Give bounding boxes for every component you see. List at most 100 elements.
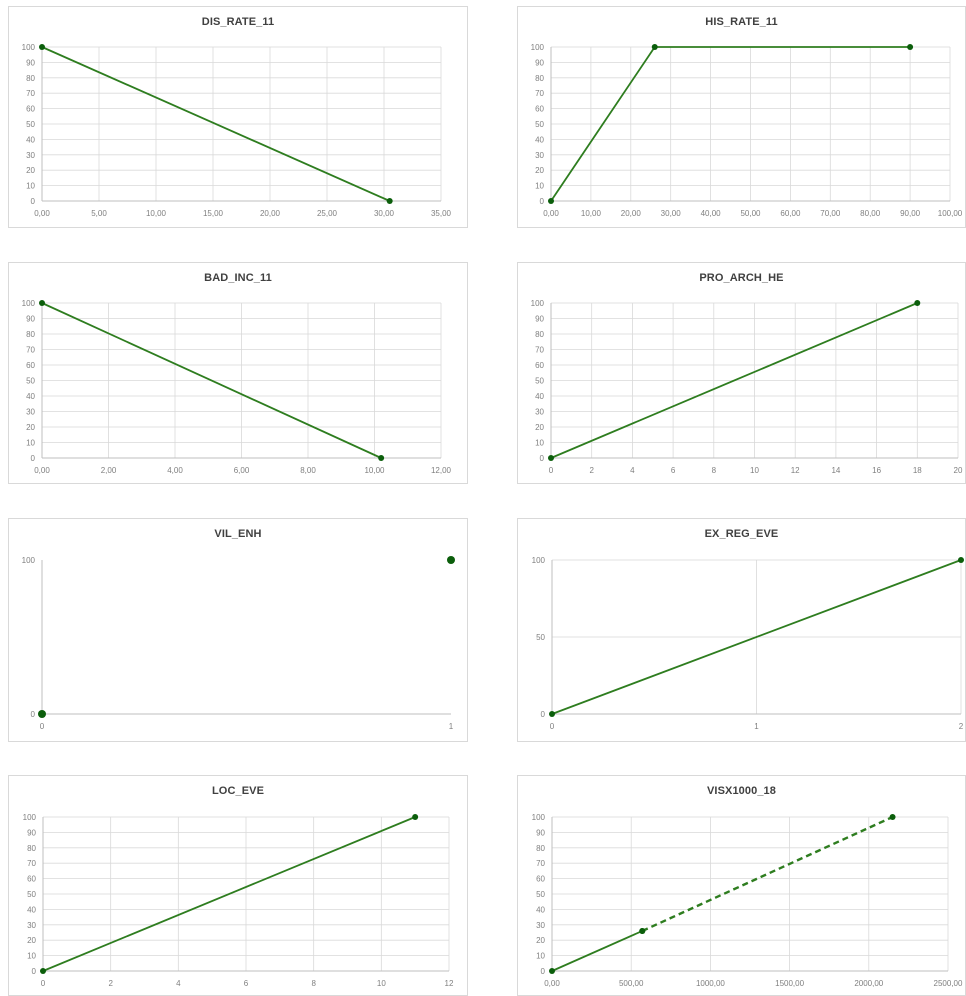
y-tick-label: 90 <box>26 315 35 324</box>
data-point <box>40 968 46 974</box>
y-tick-label: 30 <box>536 921 545 930</box>
x-tick-label: 25,00 <box>317 209 338 218</box>
y-tick-label: 10 <box>26 182 35 191</box>
chart-plot: 0,00 2,00 4,00 6,00 8,00 10,00 12,00 0 10 20 30 40 5… <box>22 299 452 475</box>
x-tick-label: 20 <box>954 466 963 475</box>
y-tick-label: 50 <box>535 120 544 129</box>
chart-title: DIS_RATE_11 <box>201 16 275 28</box>
chart-title: PRO_ARCH_HE <box>699 272 784 284</box>
x-tick-label: 30,00 <box>374 209 395 218</box>
y-tick-label: 50 <box>536 890 545 899</box>
y-tick-label: 60 <box>535 361 544 370</box>
x-tick-label: 10 <box>377 979 386 988</box>
x-tick-label: 30,00 <box>661 209 682 218</box>
y-tick-label: 20 <box>535 166 544 175</box>
y-tick-label: 10 <box>26 439 35 448</box>
y-tick-label: 100 <box>532 813 546 822</box>
chart-panel-bad-inc-11: BAD_INC_11 0,00 2,00 4,00 6,00 8,00 10,00 12,0… <box>8 262 468 484</box>
y-tick-label: 100 <box>22 299 36 308</box>
y-tick-label: 0 <box>541 967 546 976</box>
x-tick-label: 6 <box>671 466 676 475</box>
chart-title: HIS_RATE_11 <box>705 16 778 28</box>
x-tick-label: 20,00 <box>621 209 642 218</box>
x-tick-label: 0 <box>550 722 555 731</box>
x-tick-label: 0,00 <box>34 466 50 475</box>
x-tick-label: 10,00 <box>364 466 385 475</box>
y-tick-label: 40 <box>535 135 544 144</box>
data-point <box>651 44 658 50</box>
x-tick-label: 2 <box>959 722 964 731</box>
series-line <box>551 930 643 972</box>
x-tick-label: 4,00 <box>167 466 183 475</box>
x-tick-label: 10,00 <box>581 209 602 218</box>
chart-panel-pro-arch-he: PRO_ARCH_HE 0 2 4 6 8 10 12 14 16 18 20 0 10 20 30 40 50… <box>517 262 966 484</box>
x-tick-label: 6 <box>244 979 249 988</box>
x-tick-label: 8 <box>712 466 717 475</box>
y-tick-label: 80 <box>536 844 545 853</box>
data-point <box>549 968 555 974</box>
series-line <box>551 559 962 715</box>
chart-panel-ex-reg-eve: EX_REG_EVE 0 1 2 0 50 100 <box>517 518 966 742</box>
y-tick-label: 60 <box>26 105 35 114</box>
y-tick-label: 50 <box>26 377 35 386</box>
data-point <box>39 44 45 50</box>
chart-panel-his-rate-11: HIS_RATE_11 0,00 10,00 20,00 30,00 40,00 50,0… <box>517 6 966 228</box>
data-point <box>639 927 646 934</box>
y-tick-label: 100 <box>23 813 37 822</box>
y-tick-label: 20 <box>536 936 545 945</box>
y-tick-label: 60 <box>536 875 545 884</box>
x-tick-label: 12 <box>791 466 800 475</box>
x-tick-label: 100,00 <box>938 209 963 218</box>
x-tick-label: 14 <box>831 466 840 475</box>
x-tick-label: 2500,00 <box>934 979 963 988</box>
data-point <box>548 455 554 461</box>
x-tick-label: 2 <box>589 466 594 475</box>
chart-panel-visx1000-18: VISX1000_18 0,00 500,00 1000,00 1500,00 2000… <box>517 775 966 996</box>
x-tick-label: 12 <box>445 979 454 988</box>
y-tick-label: 0 <box>31 454 36 463</box>
y-tick-label: 50 <box>535 377 544 386</box>
x-tick-label: 15,00 <box>203 209 224 218</box>
x-tick-label: 40,00 <box>701 209 722 218</box>
y-tick-label: 50 <box>26 120 35 129</box>
data-point <box>378 455 385 461</box>
x-tick-label: 0,00 <box>544 979 560 988</box>
y-tick-label: 80 <box>26 74 35 83</box>
y-tick-label: 80 <box>27 844 36 853</box>
y-tick-label: 90 <box>536 828 545 837</box>
data-point <box>39 300 45 306</box>
y-tick-label: 60 <box>27 875 36 884</box>
y-tick-label: 20 <box>535 423 544 432</box>
y-tick-label: 70 <box>536 859 545 868</box>
y-tick-label: 20 <box>26 423 35 432</box>
x-tick-label: 20,00 <box>260 209 281 218</box>
y-tick-label: 90 <box>535 315 544 324</box>
y-tick-label: 30 <box>535 151 544 160</box>
y-tick-label: 90 <box>26 58 35 67</box>
y-tick-label: 40 <box>536 905 545 914</box>
x-tick-label: 1 <box>449 722 454 731</box>
data-point <box>386 198 393 204</box>
chart-title: LOC_EVE <box>211 785 265 797</box>
chart-plot: 0,00 500,00 1000,00 1500,00 2000,00 2500,00 0 1… <box>532 813 963 988</box>
x-tick-label: 5,00 <box>91 209 107 218</box>
y-tick-label: 80 <box>535 74 544 83</box>
x-tick-label: 0 <box>40 722 45 731</box>
y-tick-label: 30 <box>27 921 36 930</box>
y-tick-label: 30 <box>26 408 35 417</box>
y-tick-label: 0 <box>540 454 545 463</box>
data-point <box>38 710 46 718</box>
chart-plot: 0 2 4 6 8 10 12 14 16 18 20 0 10 20 30 40 50 60 70 80 90 100 <box>531 299 963 475</box>
x-tick-label: 60,00 <box>780 209 801 218</box>
chart-plot: 0,00 5,00 10,00 15,00 20,00 25,00 30,00 35,00 0 1… <box>22 43 452 218</box>
y-tick-label: 100 <box>22 43 36 52</box>
y-tick-label: 30 <box>535 408 544 417</box>
chart-panel-dis-rate-11: DIS_RATE_11 0,00 5,00 10,00 15,00 20,00 25,00… <box>8 6 468 228</box>
x-tick-label: 80,00 <box>860 209 881 218</box>
chart-title: EX_REG_EVE <box>704 528 779 540</box>
series-line <box>41 46 391 202</box>
chart-title: VIL_ENH <box>214 528 262 540</box>
x-tick-label: 12,00 <box>431 466 452 475</box>
y-tick-label: 100 <box>532 556 546 565</box>
x-tick-label: 0 <box>41 979 46 988</box>
